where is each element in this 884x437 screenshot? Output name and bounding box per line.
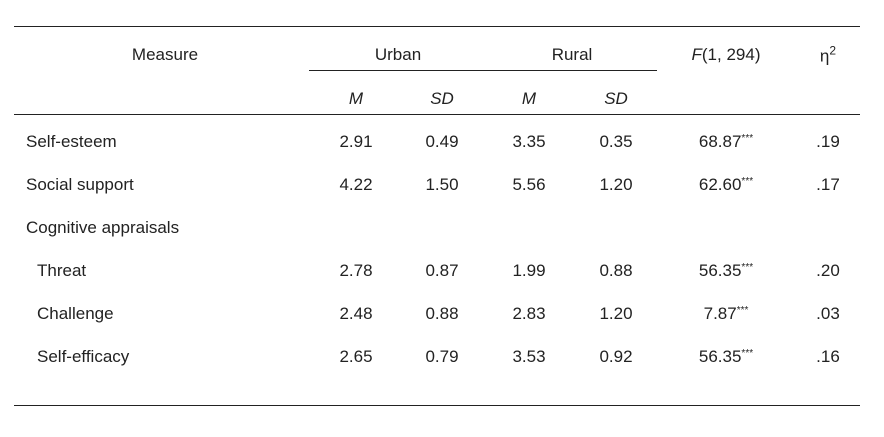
- cell-urban-sd: 0.49: [425, 132, 459, 151]
- eta-superscript: 2: [829, 43, 837, 58]
- bottom-rule: [14, 405, 860, 406]
- cell-f: 56.35***: [699, 347, 753, 367]
- group-rule: [309, 70, 657, 71]
- significance-marker: ***: [741, 348, 754, 359]
- cell-rural-m: 2.83: [512, 304, 546, 323]
- cell-urban-m: 2.65: [339, 347, 373, 366]
- cell-urban-sd: 0.79: [425, 347, 459, 366]
- cell-rural-m: 5.56: [512, 175, 546, 194]
- header-rural: Rural: [551, 45, 593, 64]
- header-f: F(1, 294): [692, 45, 761, 65]
- f-symbol: F: [691, 45, 702, 64]
- header-rule: [14, 114, 860, 115]
- cell-eta2: .20: [816, 261, 840, 280]
- cell-f: 62.60***: [699, 175, 753, 195]
- row-label: Social support: [26, 175, 134, 194]
- significance-marker: ***: [736, 305, 749, 316]
- significance-marker: ***: [741, 262, 754, 273]
- row-label: Self-efficacy: [37, 347, 130, 366]
- header-rural-sd: SD: [604, 89, 628, 108]
- f-value: 62.60: [698, 175, 742, 194]
- f-value: 7.87: [703, 304, 737, 323]
- f-value: 56.35: [698, 261, 742, 280]
- f-df: (1, 294): [701, 45, 761, 64]
- cell-urban-m: 2.91: [339, 132, 373, 151]
- top-rule: [14, 26, 860, 27]
- header-urban-sd: SD: [430, 89, 454, 108]
- cell-eta2: .16: [816, 347, 840, 366]
- cell-f: 7.87***: [704, 304, 749, 324]
- row-label: Cognitive appraisals: [26, 218, 180, 237]
- cell-urban-sd: 1.50: [425, 175, 459, 194]
- cell-rural-sd: 1.20: [599, 304, 633, 323]
- f-value: 56.35: [698, 347, 742, 366]
- cell-eta2: .17: [816, 175, 840, 194]
- significance-marker: ***: [741, 176, 754, 187]
- header-urban-m: M: [348, 89, 364, 108]
- header-rural-m: M: [521, 89, 537, 108]
- header-eta: η2: [820, 44, 836, 67]
- eta-symbol: η: [819, 46, 830, 66]
- cell-rural-sd: 0.88: [599, 261, 633, 280]
- cell-urban-m: 2.78: [339, 261, 373, 280]
- row-label: Challenge: [37, 304, 114, 323]
- cell-urban-sd: 0.88: [425, 304, 459, 323]
- cell-rural-m: 1.99: [512, 261, 546, 280]
- header-urban: Urban: [374, 45, 422, 64]
- cell-urban-sd: 0.87: [425, 261, 459, 280]
- cell-urban-m: 2.48: [339, 304, 373, 323]
- row-label: Self-esteem: [26, 132, 117, 151]
- cell-eta2: .19: [816, 132, 840, 151]
- significance-marker: ***: [741, 133, 754, 144]
- cell-rural-sd: 0.35: [599, 132, 633, 151]
- cell-rural-sd: 0.92: [599, 347, 633, 366]
- cell-rural-m: 3.35: [512, 132, 546, 151]
- cell-f: 56.35***: [699, 261, 753, 281]
- cell-rural-m: 3.53: [512, 347, 546, 366]
- cell-rural-sd: 1.20: [599, 175, 633, 194]
- f-value: 68.87: [698, 132, 742, 151]
- cell-f: 68.87***: [699, 132, 753, 152]
- row-label: Threat: [37, 261, 87, 280]
- header-measure: Measure: [131, 45, 199, 64]
- cell-eta2: .03: [816, 304, 840, 323]
- cell-urban-m: 4.22: [339, 175, 373, 194]
